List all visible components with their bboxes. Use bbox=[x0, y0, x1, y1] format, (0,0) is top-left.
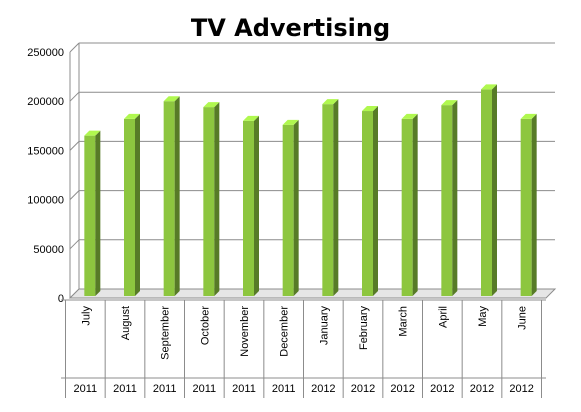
year-label: 2012 bbox=[390, 383, 414, 395]
y-tick-label: 100000 bbox=[27, 195, 64, 207]
gridline-side bbox=[69, 239, 80, 250]
category-label: June bbox=[517, 306, 529, 330]
y-tick-label: 0 bbox=[58, 293, 64, 305]
category-label: March bbox=[398, 306, 410, 337]
bar bbox=[362, 106, 378, 296]
bar bbox=[322, 99, 339, 296]
year-label: 2012 bbox=[311, 383, 335, 395]
gridline-side bbox=[69, 141, 80, 151]
y-tick-label: 50000 bbox=[33, 244, 64, 256]
year-label: 2012 bbox=[430, 383, 454, 395]
y-tick-label: 200000 bbox=[27, 96, 64, 108]
y-tick-label: 150000 bbox=[27, 145, 64, 157]
category-label: December bbox=[279, 306, 291, 357]
bar bbox=[481, 84, 497, 296]
year-label: 2011 bbox=[193, 383, 217, 395]
category-label: August bbox=[120, 306, 132, 340]
year-label: 2012 bbox=[509, 383, 533, 395]
year-label: 2011 bbox=[232, 383, 256, 395]
category-label: September bbox=[160, 306, 172, 360]
year-label: 2011 bbox=[272, 383, 296, 395]
bar bbox=[163, 96, 180, 296]
gridline-side bbox=[69, 42, 80, 53]
bar bbox=[401, 113, 418, 296]
bar bbox=[520, 113, 537, 296]
category-label: November bbox=[239, 306, 251, 357]
year-label: 2012 bbox=[470, 383, 494, 395]
category-label: October bbox=[199, 306, 211, 345]
bar bbox=[124, 113, 140, 296]
bar bbox=[203, 102, 220, 296]
category-label: February bbox=[358, 306, 370, 351]
category-label: April bbox=[437, 306, 449, 328]
category-label: January bbox=[318, 306, 330, 346]
y-tick-label: 250000 bbox=[27, 47, 64, 59]
bar bbox=[84, 130, 101, 296]
bar bbox=[243, 115, 259, 296]
year-label: 2012 bbox=[351, 383, 375, 395]
gridline-side bbox=[69, 190, 80, 200]
year-label: 2011 bbox=[153, 383, 177, 395]
year-label: 2011 bbox=[74, 383, 98, 395]
category-label: May bbox=[477, 306, 489, 327]
bar bbox=[282, 119, 299, 296]
gridline-side bbox=[69, 91, 80, 102]
category-label: July bbox=[80, 306, 92, 326]
year-label: 2011 bbox=[113, 383, 137, 395]
bar bbox=[441, 100, 458, 296]
chart-floor bbox=[68, 288, 557, 299]
chart-title: TV Advertising bbox=[190, 14, 391, 42]
